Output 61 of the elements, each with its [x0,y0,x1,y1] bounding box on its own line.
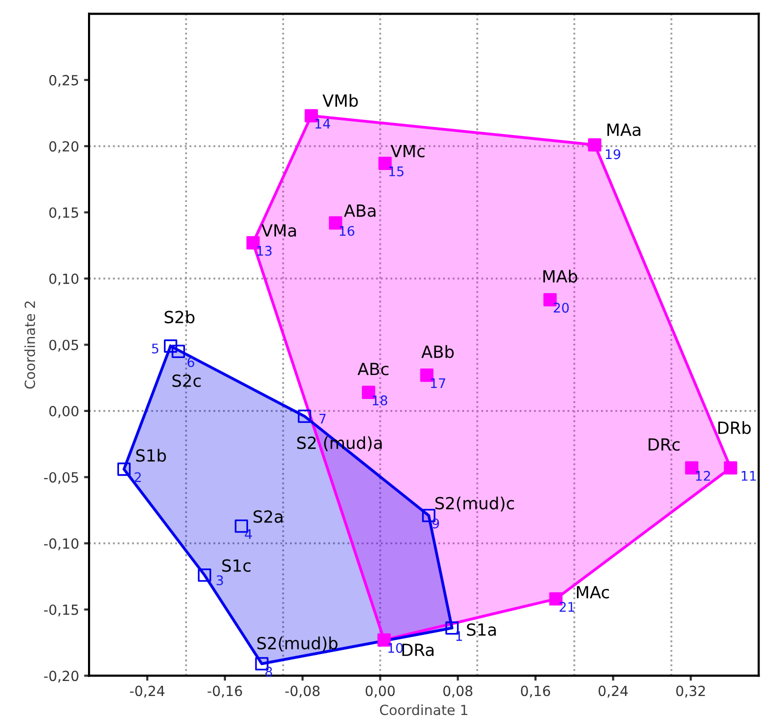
x-tick-label: 0,00 [366,686,395,698]
annotation: 10 [388,642,403,653]
annotation: 20 [554,302,569,313]
annotation: 15 [389,166,404,176]
x-tick-label: 0,32 [676,686,705,698]
annotation: S1b [136,448,166,462]
annotation: 19 [606,149,620,160]
annotation: MAb [543,270,578,283]
annotation: S2(mud)c [435,496,514,512]
x-tick-label: -0,24 [130,686,164,698]
y-tick-label: -0,10 [44,538,78,550]
annotation: 16 [340,226,354,236]
annotation: 2 [134,472,141,482]
x-tick-label: -0,08 [285,686,320,698]
x-tick-label: 0,24 [598,686,628,698]
annotation: 12 [696,470,710,481]
annotation: 17 [431,378,446,388]
annotation: MAc [576,586,609,598]
annotation: S2(mud)b [257,636,338,652]
y-tick-label: 0,10 [49,274,78,286]
annotation: 3 [216,575,223,586]
x-tick-label: 0,08 [443,686,472,698]
x-tick-label: 0,16 [520,686,550,698]
annotation: 13 [257,246,272,256]
y-tick-label: 0,20 [49,141,78,154]
annotation: DRa [402,644,434,656]
annotation: ABb [421,345,454,358]
annotation: DRc [648,438,680,451]
annotation: ABa [344,204,376,217]
annotation: 1 [456,631,462,641]
annotation: 4 [244,529,252,539]
y-tick-label: 0,00 [49,406,78,418]
y-tick-label: -0,15 [44,604,78,616]
annotation: 11 [742,471,756,481]
y-tick-label: -0,05 [44,472,78,484]
annotation: S1c [222,559,251,572]
annotation: VMc [390,144,425,158]
annotation: 6 [188,357,194,368]
x-tick-label: -0,16 [208,686,242,698]
annotation: VMb [322,94,358,107]
annotation: VMa [262,224,296,237]
annotation: S2c [172,374,201,388]
y-tick-label: -0,20 [44,670,78,683]
annotation: 21 [560,602,574,612]
x-axis-title: Coordinate 1 [380,704,468,716]
annotation: ABc [358,362,388,376]
annotation: MAa [607,124,640,136]
annotation: S2b [164,310,194,324]
annotation: 7 [319,414,326,424]
annotation: S2a [254,510,282,523]
y-tick-label: 0,15 [49,207,78,220]
y-tick-label: 0,05 [49,340,78,352]
annotation: 18 [372,395,388,406]
annotation: 9 [432,518,439,529]
annotation: 8 [265,666,272,677]
y-tick-label: 0,25 [49,74,78,87]
annotation: DRb [718,421,751,434]
annotation: 5 [152,344,158,354]
y-axis-title: Coordinate 2 [24,301,36,389]
annotation: S1a [467,623,496,636]
annotation: 14 [316,118,330,129]
